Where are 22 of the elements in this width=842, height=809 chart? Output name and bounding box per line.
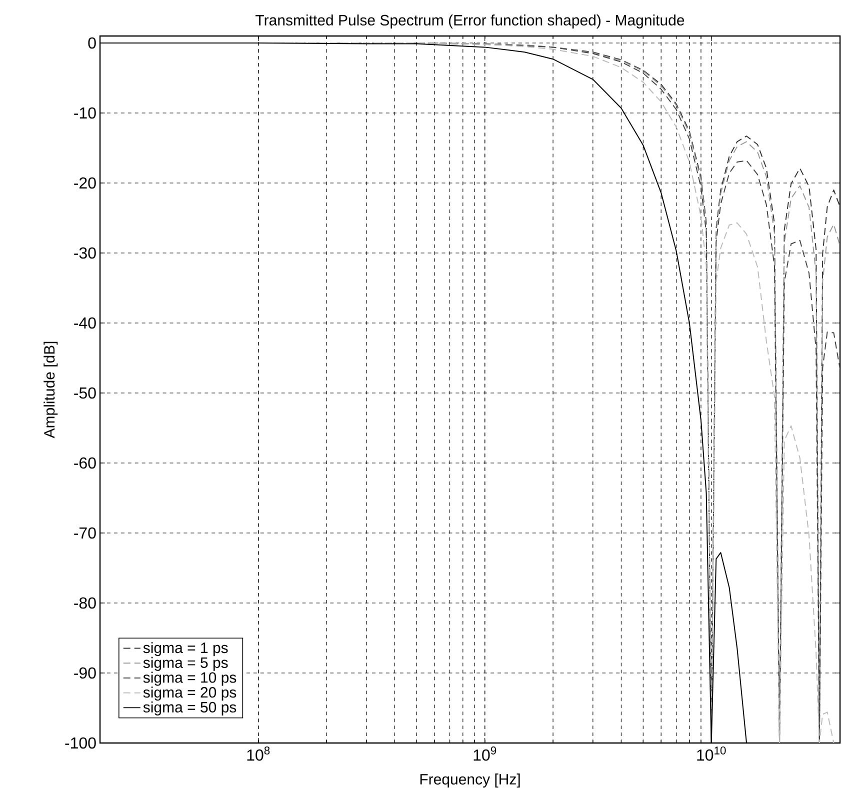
legend-label: sigma = 5 ps bbox=[143, 656, 228, 671]
legend-label: sigma = 1 ps bbox=[143, 642, 228, 656]
y-tick-label: -50 bbox=[74, 387, 96, 399]
legend-label: sigma = 20 ps bbox=[143, 686, 236, 701]
y-axis-title: Amplitude [dB] bbox=[44, 342, 58, 438]
y-tick-label: -30 bbox=[74, 247, 96, 259]
x-tick-label: 10$^{10}$ bbox=[697, 746, 726, 761]
y-tick-label: -100 bbox=[65, 737, 96, 749]
x-tick-label: 10$^{9}$ bbox=[474, 746, 496, 761]
y-tick-label: 0 bbox=[88, 37, 96, 49]
y-tick-label: -80 bbox=[74, 597, 96, 609]
x-tick-label: 10$^{8}$ bbox=[247, 746, 270, 761]
y-tick-label: -90 bbox=[74, 667, 96, 679]
y-tick-label: -10 bbox=[74, 107, 96, 119]
x-axis-title: Frequency [Hz] bbox=[420, 774, 520, 788]
y-tick-label: -20 bbox=[74, 177, 96, 189]
legend-label: sigma = 50 ps bbox=[143, 702, 236, 716]
legend-label: sigma = 10 ps bbox=[143, 672, 236, 686]
chart-title: Transmitted Pulse Spectrum (Error function shaped) - Magnitude bbox=[256, 14, 684, 28]
y-tick-label: -70 bbox=[74, 527, 96, 539]
y-tick-label: -60 bbox=[74, 457, 96, 469]
y-tick-label: -40 bbox=[74, 317, 96, 329]
